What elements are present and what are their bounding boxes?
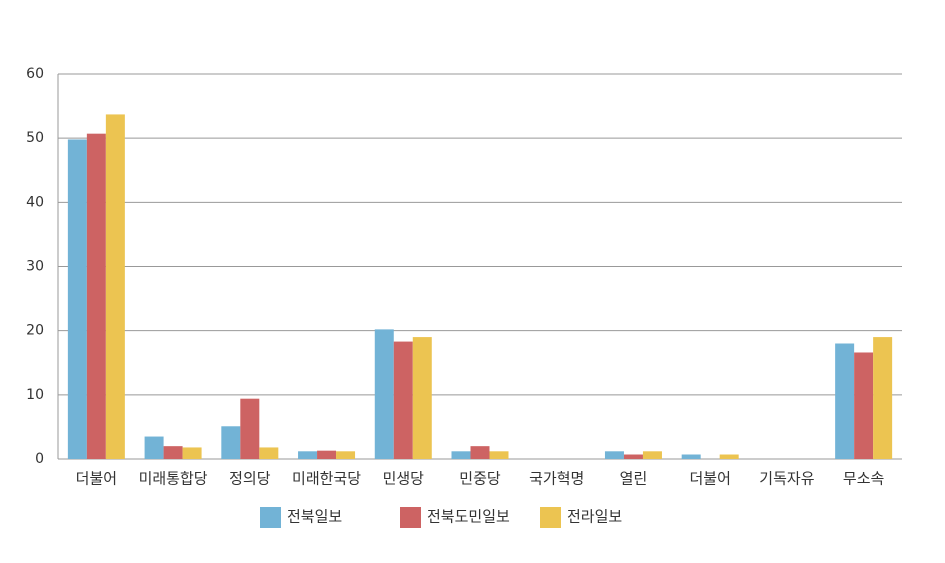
y-tick-label: 20 bbox=[26, 323, 44, 339]
bar bbox=[451, 451, 471, 459]
bar bbox=[604, 451, 624, 459]
bar bbox=[374, 329, 394, 459]
legend-label: 전라일보 bbox=[567, 508, 622, 526]
x-tick-label: 더불어 bbox=[76, 470, 117, 488]
bar bbox=[470, 446, 490, 459]
bar bbox=[86, 133, 106, 460]
y-tick-label: 0 bbox=[35, 451, 44, 467]
bar bbox=[642, 451, 662, 459]
bar bbox=[873, 337, 893, 459]
y-tick-label: 10 bbox=[26, 387, 44, 403]
legend-label: 전북일보 bbox=[287, 508, 342, 526]
bar bbox=[412, 337, 432, 459]
bar bbox=[221, 426, 241, 459]
x-tick-label: 국가혁명 bbox=[529, 470, 584, 488]
bar bbox=[835, 343, 855, 459]
x-tick-label: 미래통합당 bbox=[139, 470, 208, 488]
bar bbox=[336, 451, 356, 459]
bar bbox=[144, 436, 164, 459]
bar bbox=[393, 341, 413, 459]
x-tick-label: 민중당 bbox=[459, 470, 501, 488]
y-tick-label: 50 bbox=[26, 130, 44, 146]
legend-swatch bbox=[400, 507, 421, 528]
x-tick-label: 정의당 bbox=[229, 470, 271, 488]
bar bbox=[259, 447, 279, 459]
bar bbox=[182, 447, 202, 459]
y-tick-label: 40 bbox=[26, 194, 44, 210]
x-tick-label: 열린 bbox=[620, 470, 648, 488]
x-tick-label: 민생당 bbox=[383, 470, 425, 488]
bar bbox=[240, 398, 260, 459]
bar bbox=[854, 352, 874, 459]
x-tick-label: 무소속 bbox=[843, 470, 885, 488]
bar bbox=[719, 454, 739, 459]
y-tick-label: 30 bbox=[26, 259, 44, 275]
legend-swatch bbox=[260, 507, 281, 528]
bar bbox=[298, 451, 318, 459]
legend-label: 전북도민일보 bbox=[427, 508, 510, 526]
y-tick-label: 60 bbox=[26, 66, 44, 82]
bar bbox=[163, 446, 183, 459]
bar bbox=[489, 451, 509, 459]
x-tick-label: 기독자유 bbox=[759, 470, 814, 488]
bar bbox=[623, 454, 643, 459]
legend-swatch bbox=[540, 507, 561, 528]
bar bbox=[67, 139, 87, 459]
bar bbox=[317, 450, 337, 459]
bar bbox=[681, 454, 701, 459]
x-tick-label: 미래한국당 bbox=[292, 470, 361, 488]
bar bbox=[105, 114, 125, 460]
x-tick-label: 더불어 bbox=[689, 470, 730, 488]
